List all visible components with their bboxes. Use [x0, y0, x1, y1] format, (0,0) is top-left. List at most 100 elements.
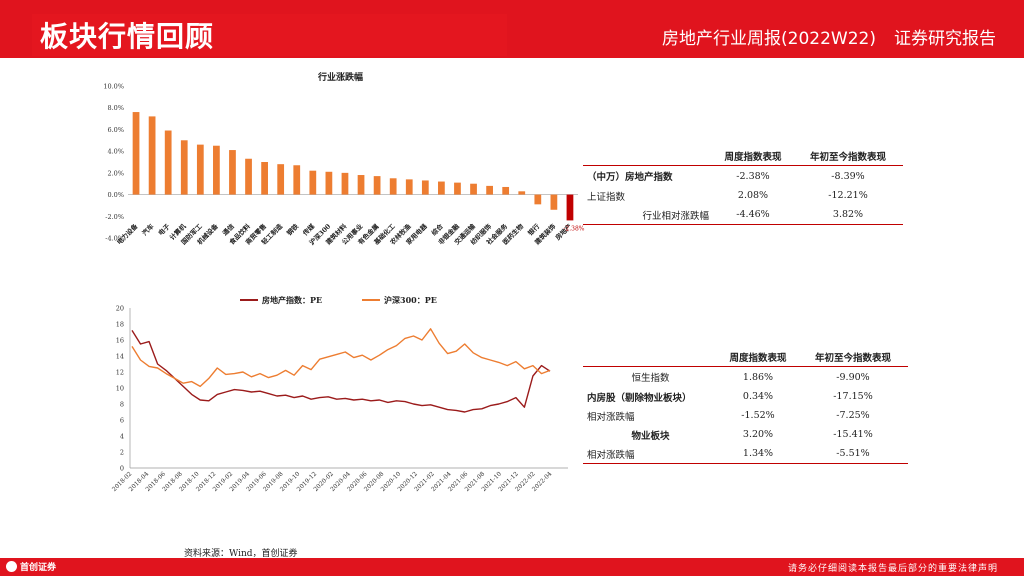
company-logo: 首创证券 [6, 559, 66, 573]
page-title: 板块行情回顾 [40, 20, 215, 53]
ytd-value: -7.25% [836, 410, 870, 421]
bar [518, 191, 526, 195]
ytd-value: 3.82% [793, 205, 903, 225]
weekly-value: -4.46% [713, 205, 793, 225]
ytd-value: -8.39% [831, 170, 865, 182]
bar [341, 172, 349, 195]
weekly-value: 3.20% [742, 429, 774, 440]
table-row: 行业相对涨跌幅 -4.46% 3.82% [583, 205, 903, 225]
row-label: 上证指数 [587, 191, 626, 203]
y-tick-label: 4 [120, 433, 124, 441]
bar [180, 140, 188, 195]
bar [164, 130, 172, 195]
bar [277, 164, 285, 195]
ytd-value: -15.41% [833, 429, 873, 440]
bar [373, 176, 381, 195]
bar-chart-title: 行业涨跌幅 [318, 73, 364, 83]
series-line [131, 330, 551, 413]
table-header-cell: 周度指数表现 [718, 347, 798, 367]
bar [196, 144, 204, 195]
footer-bar [0, 558, 1024, 576]
table-row: 相对涨跌幅 1.34% -5.51% [583, 444, 908, 464]
bar [470, 183, 477, 195]
y-tick-label: 16 [116, 337, 124, 345]
bar [421, 180, 429, 195]
bar [550, 194, 558, 210]
ytd-value: -12.21% [828, 190, 868, 201]
pe-line-chart: 房地产指数：PE 沪深300：PE201816141210864202018-02… [111, 295, 568, 493]
row-label: 相对涨跌幅 [587, 411, 635, 423]
y-tick-label: -2.0% [105, 213, 124, 221]
ytd-value: -9.90% [836, 371, 870, 383]
bar [405, 179, 413, 195]
bar [132, 112, 140, 195]
row-label: 物业板块 [631, 430, 670, 442]
logo-text: 首创证券 [20, 563, 57, 573]
header-bar: 板块行情回顾 房地产行业周报(2022W22) 证券研究报告 [0, 0, 1024, 58]
bar [502, 186, 510, 195]
row-label: 恒生指数 [631, 373, 670, 384]
y-tick-label: -4.0% [105, 235, 124, 243]
ytd-value: -5.51% [798, 444, 908, 464]
bar [261, 162, 268, 195]
bar [438, 181, 445, 195]
report-name: 房地产行业周报(2022W22) [662, 29, 876, 49]
table-row: 恒生指数 1.86% -9.90% [583, 367, 908, 388]
weekly-value: 0.34% [742, 391, 774, 402]
y-tick-label: 8.0% [107, 104, 124, 112]
disclaimer: 请务必仔细阅读本报告最后部分的重要法律声明 [787, 564, 998, 574]
report-type: 证券研究报告 [894, 29, 996, 49]
table-row: 物业板块 3.20% -15.41% [583, 425, 908, 444]
bar [566, 194, 574, 221]
legend-label: 沪深300：PE [384, 295, 437, 305]
weekly-value: 1.34% [718, 444, 798, 464]
y-tick-label: 10.0% [103, 83, 124, 91]
bar [389, 178, 397, 195]
bar [229, 150, 236, 195]
source-note: 资料来源：Wind，首创证券 [184, 549, 298, 559]
table-header-cell: 年初至今指数表现 [793, 146, 903, 166]
y-tick-label: 14 [116, 353, 124, 361]
bar [245, 158, 252, 195]
hk-property-table: 周度指数表现 年初至今指数表现 恒生指数 1.86% -9.90% 内房股（剔除… [583, 347, 908, 464]
weekly-value: -1.52% [741, 410, 775, 421]
table-row: 上证指数 2.08% -12.21% [583, 186, 903, 205]
logo-mark-icon [6, 561, 17, 572]
bar [325, 171, 333, 195]
row-label: （中万）房地产指数 [587, 172, 673, 183]
row-label: 内房股（剔除物业板块） [587, 392, 692, 404]
y-tick-label: 0.0% [107, 191, 124, 199]
y-tick-label: 8 [120, 401, 124, 409]
weekly-value: 2.08% [737, 190, 769, 201]
bar [293, 165, 301, 195]
table-row: （中万）房地产指数 -2.38% -8.39% [583, 166, 903, 187]
y-tick-label: 2.0% [107, 169, 124, 177]
y-tick-label: 6.0% [107, 126, 124, 134]
y-tick-label: 18 [116, 321, 124, 329]
series-line [131, 328, 551, 388]
y-tick-label: 10 [116, 385, 124, 393]
bar [148, 116, 156, 195]
bar [534, 194, 542, 205]
row-label: 行业相对涨跌幅 [583, 205, 713, 225]
table-header-cell [583, 146, 713, 166]
y-tick-label: 2 [120, 449, 124, 457]
y-tick-label: 12 [116, 369, 124, 377]
table-header-cell [583, 347, 718, 367]
table-row: 内房股（剔除物业板块） 0.34% -17.15% [583, 387, 908, 406]
weekly-value: -2.38% [736, 170, 770, 182]
y-tick-label: 6 [120, 417, 124, 425]
y-tick-label: 4.0% [107, 148, 124, 156]
row-label: 相对涨跌幅 [583, 444, 718, 464]
category-label: 汽车 [140, 221, 156, 237]
title-box [32, 14, 507, 56]
data-label: -2.38% [563, 225, 584, 232]
table-header-row: 周度指数表现 年初至今指数表现 [583, 146, 903, 166]
bar [309, 170, 317, 195]
table-header-cell: 周度指数表现 [713, 146, 793, 166]
ytd-value: -17.15% [833, 391, 873, 402]
weekly-value: 1.86% [742, 371, 774, 383]
bar [486, 185, 493, 195]
y-tick-label: 0 [120, 465, 124, 473]
bar [357, 175, 365, 195]
